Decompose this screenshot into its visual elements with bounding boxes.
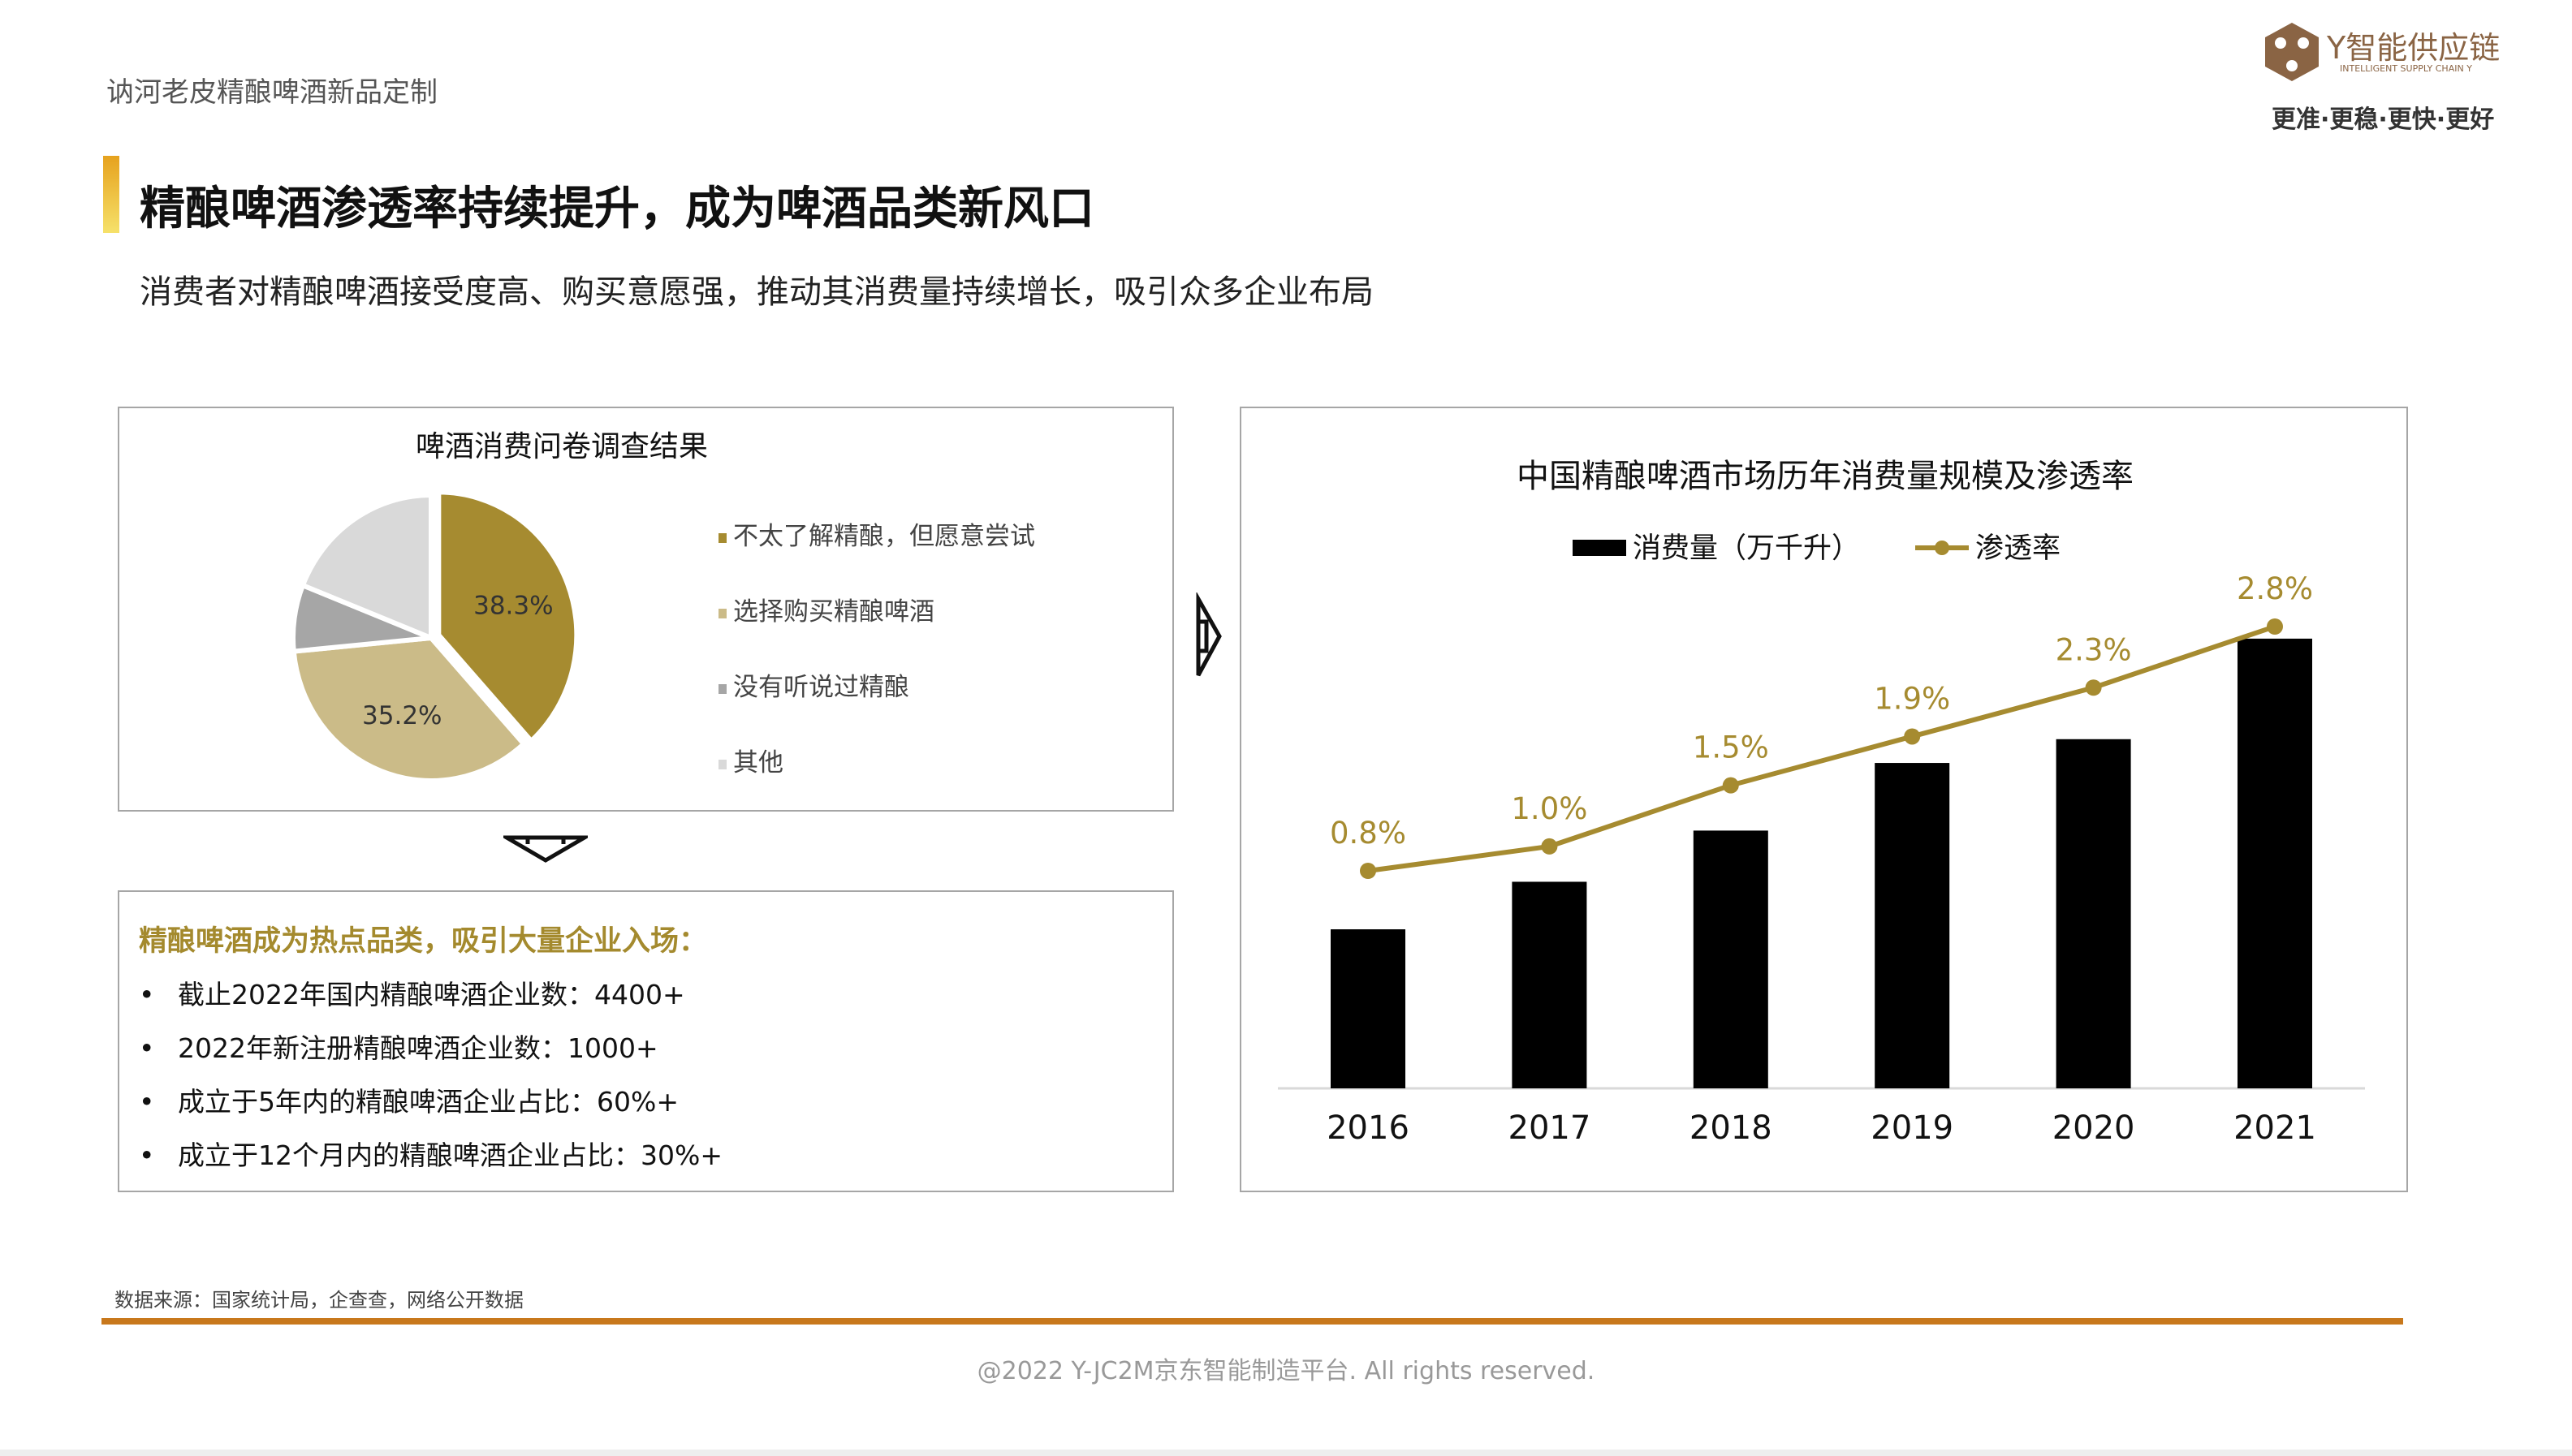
line-point — [1722, 777, 1739, 794]
down-arrow-icon — [503, 835, 588, 863]
legend-item: 没有听说过精酿 — [719, 666, 909, 703]
highlights-title: 精酿啤酒成为热点品类，吸引大量企业入场： — [139, 925, 708, 958]
pie-slice — [300, 492, 434, 642]
x-tick-label: 2021 — [2233, 1109, 2316, 1147]
legend-line-marker — [1935, 541, 1949, 555]
legend-swatch — [719, 532, 727, 543]
legend-item: 其他 — [719, 742, 783, 778]
x-tick-label: 2020 — [2052, 1109, 2135, 1147]
pie-chart: 38.3% 35.2% — [291, 489, 580, 783]
line-data-label: 1.9% — [1874, 681, 1950, 716]
pie-slice — [436, 489, 580, 745]
highlight-item: • 成立于12个月内的精酿啤酒企业占比：30%+ — [139, 1139, 723, 1171]
bar — [2238, 638, 2312, 1088]
chart-title: 中国精酿啤酒市场历年消费量规模及渗透率 — [1517, 458, 2134, 495]
legend-swatch — [719, 759, 727, 769]
copyright-text: @2022 Y-JC2M京东智能制造平台. All rights reserve… — [977, 1357, 1595, 1385]
line-data-label: 2.8% — [2237, 571, 2313, 606]
bar — [1875, 763, 1950, 1088]
heading-accent-bar — [103, 156, 119, 233]
line-data-label: 0.8% — [1330, 816, 1406, 851]
brand-logo: Y智能供应链 INTELLIGENT SUPPLY CHAIN Y — [2265, 19, 2541, 84]
line-point — [2085, 679, 2102, 696]
penetration-line — [1367, 624, 2276, 873]
page-heading: 精酿啤酒渗透率持续提升，成为啤酒品类新风口 — [140, 183, 1094, 235]
bar — [2056, 739, 2131, 1088]
logo-subtitle: INTELLIGENT SUPPLY CHAIN Y — [2340, 63, 2472, 74]
line-point — [1904, 728, 1921, 745]
data-source-note: 数据来源：国家统计局，企查查，网络公开数据 — [114, 1289, 524, 1312]
legend-swatch — [719, 608, 727, 618]
logo-hexagon-icon — [2265, 23, 2319, 81]
line-data-label: 2.3% — [2056, 632, 2132, 667]
highlight-item: • 2022年新注册精酿啤酒企业数：1000+ — [139, 1032, 658, 1064]
document-title: 讷河老皮精酿啤酒新品定制 — [106, 76, 438, 109]
x-tick-label: 2016 — [1327, 1109, 1409, 1147]
x-tick-label: 2018 — [1689, 1109, 1772, 1147]
line-point — [1360, 863, 1376, 879]
highlight-item: • 截止2022年国内精酿啤酒企业数：4400+ — [139, 979, 685, 1010]
logo-name: Y智能供应链 — [2327, 30, 2501, 66]
brand-tagline: 更准·更稳·更快·更好 — [2272, 106, 2495, 134]
line-point — [1541, 838, 1558, 855]
legend-item: 不太了解精酿，但愿意尝试 — [719, 515, 1035, 552]
pie-data-label: 35.2% — [362, 701, 442, 730]
bar — [1331, 929, 1405, 1088]
pie-slice — [291, 635, 528, 783]
highlights-panel: 精酿啤酒成为热点品类，吸引大量企业入场： • 截止2022年国内精酿啤酒企业数：4… — [118, 890, 1174, 1192]
line-data-label: 1.0% — [1511, 791, 1587, 826]
survey-pie-panel: 啤酒消费问卷调查结果 38.3% 35.2% 不太了解精酿，但愿意尝试 选择购买精… — [118, 407, 1174, 812]
legend-item: 选择购买精酿啤酒 — [719, 591, 934, 627]
legend-line-label: 渗透率 — [1975, 532, 2061, 565]
x-tick-label: 2019 — [1871, 1109, 1953, 1147]
bar — [1512, 881, 1587, 1088]
x-tick-label: 2017 — [1508, 1109, 1591, 1147]
pie-data-label: 38.3% — [473, 592, 553, 621]
pie-chart-title: 啤酒消费问卷调查结果 — [415, 430, 708, 463]
footer-divider — [101, 1318, 2403, 1325]
consumption-chart-panel: 中国精酿啤酒市场历年消费量规模及渗透率消费量（万千升） 渗透率 2016 2017 20… — [1240, 407, 2408, 1192]
line-point — [2267, 618, 2283, 635]
bar — [1693, 830, 1768, 1088]
legend-swatch — [719, 683, 727, 694]
line-data-label: 1.5% — [1693, 730, 1769, 765]
right-arrow-icon — [1196, 592, 1222, 677]
highlight-item: • 成立于5年内的精酿啤酒企业占比：60%+ — [139, 1086, 679, 1118]
page-subtitle: 消费者对精酿啤酒接受度高、购买意愿强，推动其消费量持续增长，吸引众多企业布局 — [140, 274, 1374, 311]
bottom-band — [0, 1450, 2572, 1456]
legend-bar-swatch — [1573, 540, 1626, 556]
legend-bar-label: 消费量（万千升） — [1633, 532, 1860, 565]
